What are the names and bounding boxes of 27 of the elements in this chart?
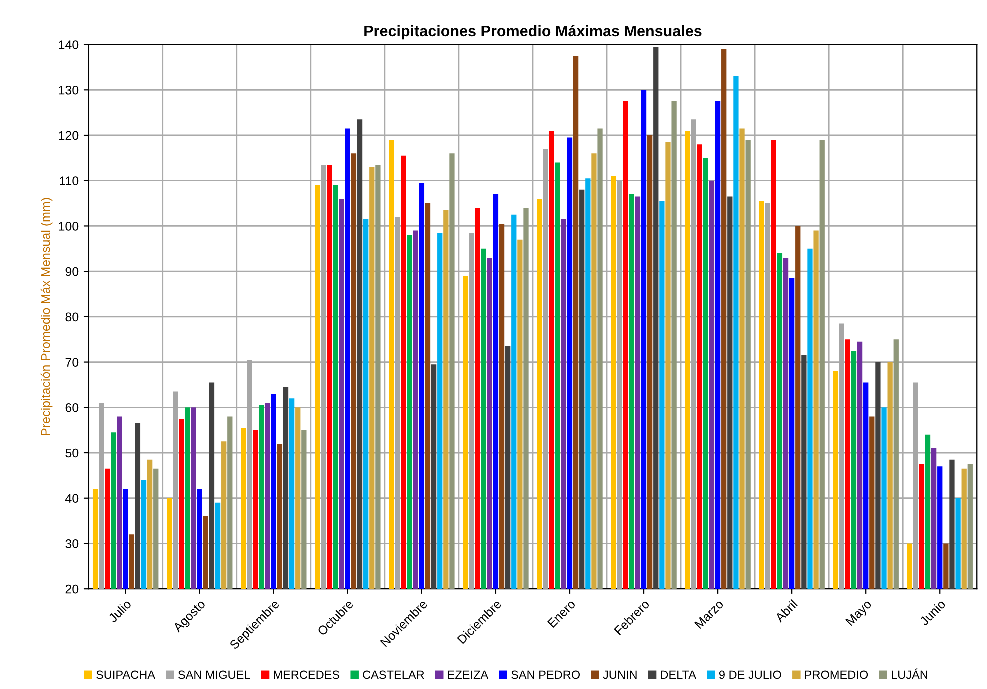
legend-label: CASTELAR (363, 670, 424, 680)
legend-label: MERCEDES (274, 670, 340, 680)
legend-label: JUNIN (603, 670, 637, 680)
legend-label: LUJÁN (892, 668, 928, 680)
y-tick-label: 130 (59, 86, 79, 95)
y-tick-label: 20 (66, 584, 79, 594)
y-tick-label: 60 (66, 403, 79, 412)
legend-label: SAN PEDRO (512, 670, 580, 680)
chart-title: Precipitaciones Promedio Máximas Mensuales (364, 25, 702, 40)
legend-label: PROMEDIO (805, 670, 868, 680)
y-tick-label: 30 (66, 540, 79, 548)
y-tick-label: 100 (59, 222, 79, 231)
y-tick-label: 40 (65, 494, 79, 504)
y-tick-label: 50 (66, 448, 79, 458)
legend-label: SUIPACHA (96, 670, 156, 680)
legend-label: 9 DE JULIO (719, 670, 782, 680)
legend-label: SAN MIGUEL (178, 670, 250, 680)
y-tick-label: 90 (66, 267, 79, 276)
y-tick-label: 80 (66, 312, 79, 322)
legend-label: EZEIZA (448, 670, 489, 680)
y-tick-label: 120 (59, 131, 79, 140)
x-tick-label: Julio (108, 599, 132, 624)
legend-label: DELTA (661, 670, 696, 680)
y-tick-label: 140 (59, 40, 79, 50)
y-tick-label: 70 (66, 358, 79, 367)
y-tick-label: 110 (60, 176, 79, 186)
y-axis-title: Precipitación Promedio Máx Mensual (mm) (40, 198, 53, 436)
